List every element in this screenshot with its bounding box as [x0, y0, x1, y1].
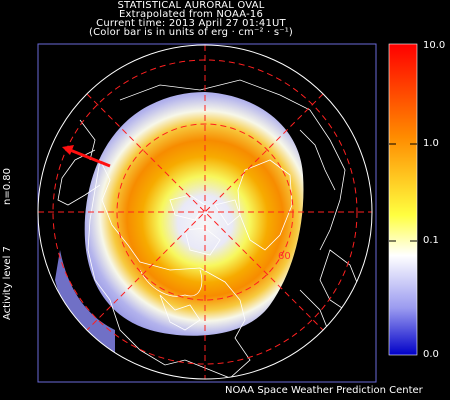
- coastlines: [57, 79, 361, 379]
- lon-grid: [38, 45, 372, 379]
- chart-title: STATISTICAL AURORAL OVAL: [117, 0, 265, 11]
- colorbar-tick-max: 10.0: [423, 40, 446, 51]
- colorbar-tick-min: 0.0: [423, 349, 439, 360]
- colorbar-tick-1: 1.0: [423, 138, 439, 149]
- latitude-label: 60: [278, 251, 291, 262]
- colorbar-units-note: (Color bar is in units of erg · cm⁻² · s…: [88, 27, 294, 38]
- globe-outline: [37, 44, 373, 380]
- credit-line: NOAA Space Weather Prediction Center: [225, 385, 423, 396]
- colorbar-tick-marks: [389, 143, 417, 242]
- sun-direction-arrow: [62, 145, 111, 168]
- chart-subtitle: Extrapolated from NOAA-16: [118, 9, 264, 20]
- colorbar-tick-0-1: 0.1: [423, 235, 439, 246]
- colorbar: [388, 43, 418, 356]
- current-time: Current time: 2013 April 27 01:41UT: [96, 18, 286, 29]
- oval-outer-band: [55, 250, 115, 360]
